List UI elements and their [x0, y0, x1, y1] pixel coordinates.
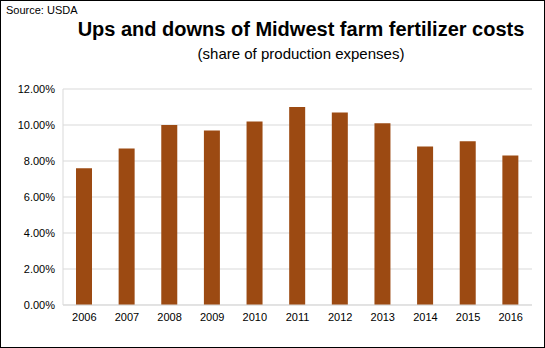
- svg-text:2014: 2014: [413, 311, 437, 323]
- svg-text:2010: 2010: [243, 311, 267, 323]
- svg-text:8.00%: 8.00%: [24, 155, 55, 167]
- svg-text:2011: 2011: [286, 311, 310, 323]
- svg-text:0.00%: 0.00%: [24, 299, 55, 311]
- html-text:Ups and downs of Midwest farm: Ups and downs of Midwest farm fertilizer…: [77, 18, 525, 40]
- svg-text:10.00%: 10.00%: [18, 119, 56, 131]
- svg-text:2008: 2008: [157, 311, 181, 323]
- svg-text:2013: 2013: [371, 311, 395, 323]
- svg-text:2015: 2015: [456, 311, 480, 323]
- svg-text:2012: 2012: [328, 311, 352, 323]
- svg-text:2016: 2016: [498, 311, 522, 323]
- svg-text:12.00%: 12.00%: [18, 83, 56, 95]
- svg-text:2.00%: 2.00%: [24, 263, 55, 275]
- html-text:Source: USDA: Source: USDA: [6, 4, 78, 16]
- html-text:(share of production expenses): (share of production expenses): [197, 45, 405, 62]
- svg-text:2006: 2006: [72, 311, 96, 323]
- svg-text:6.00%: 6.00%: [24, 191, 55, 203]
- svg-text:2007: 2007: [115, 311, 139, 323]
- svg-text:2009: 2009: [200, 311, 224, 323]
- svg-text:4.00%: 4.00%: [24, 227, 55, 239]
